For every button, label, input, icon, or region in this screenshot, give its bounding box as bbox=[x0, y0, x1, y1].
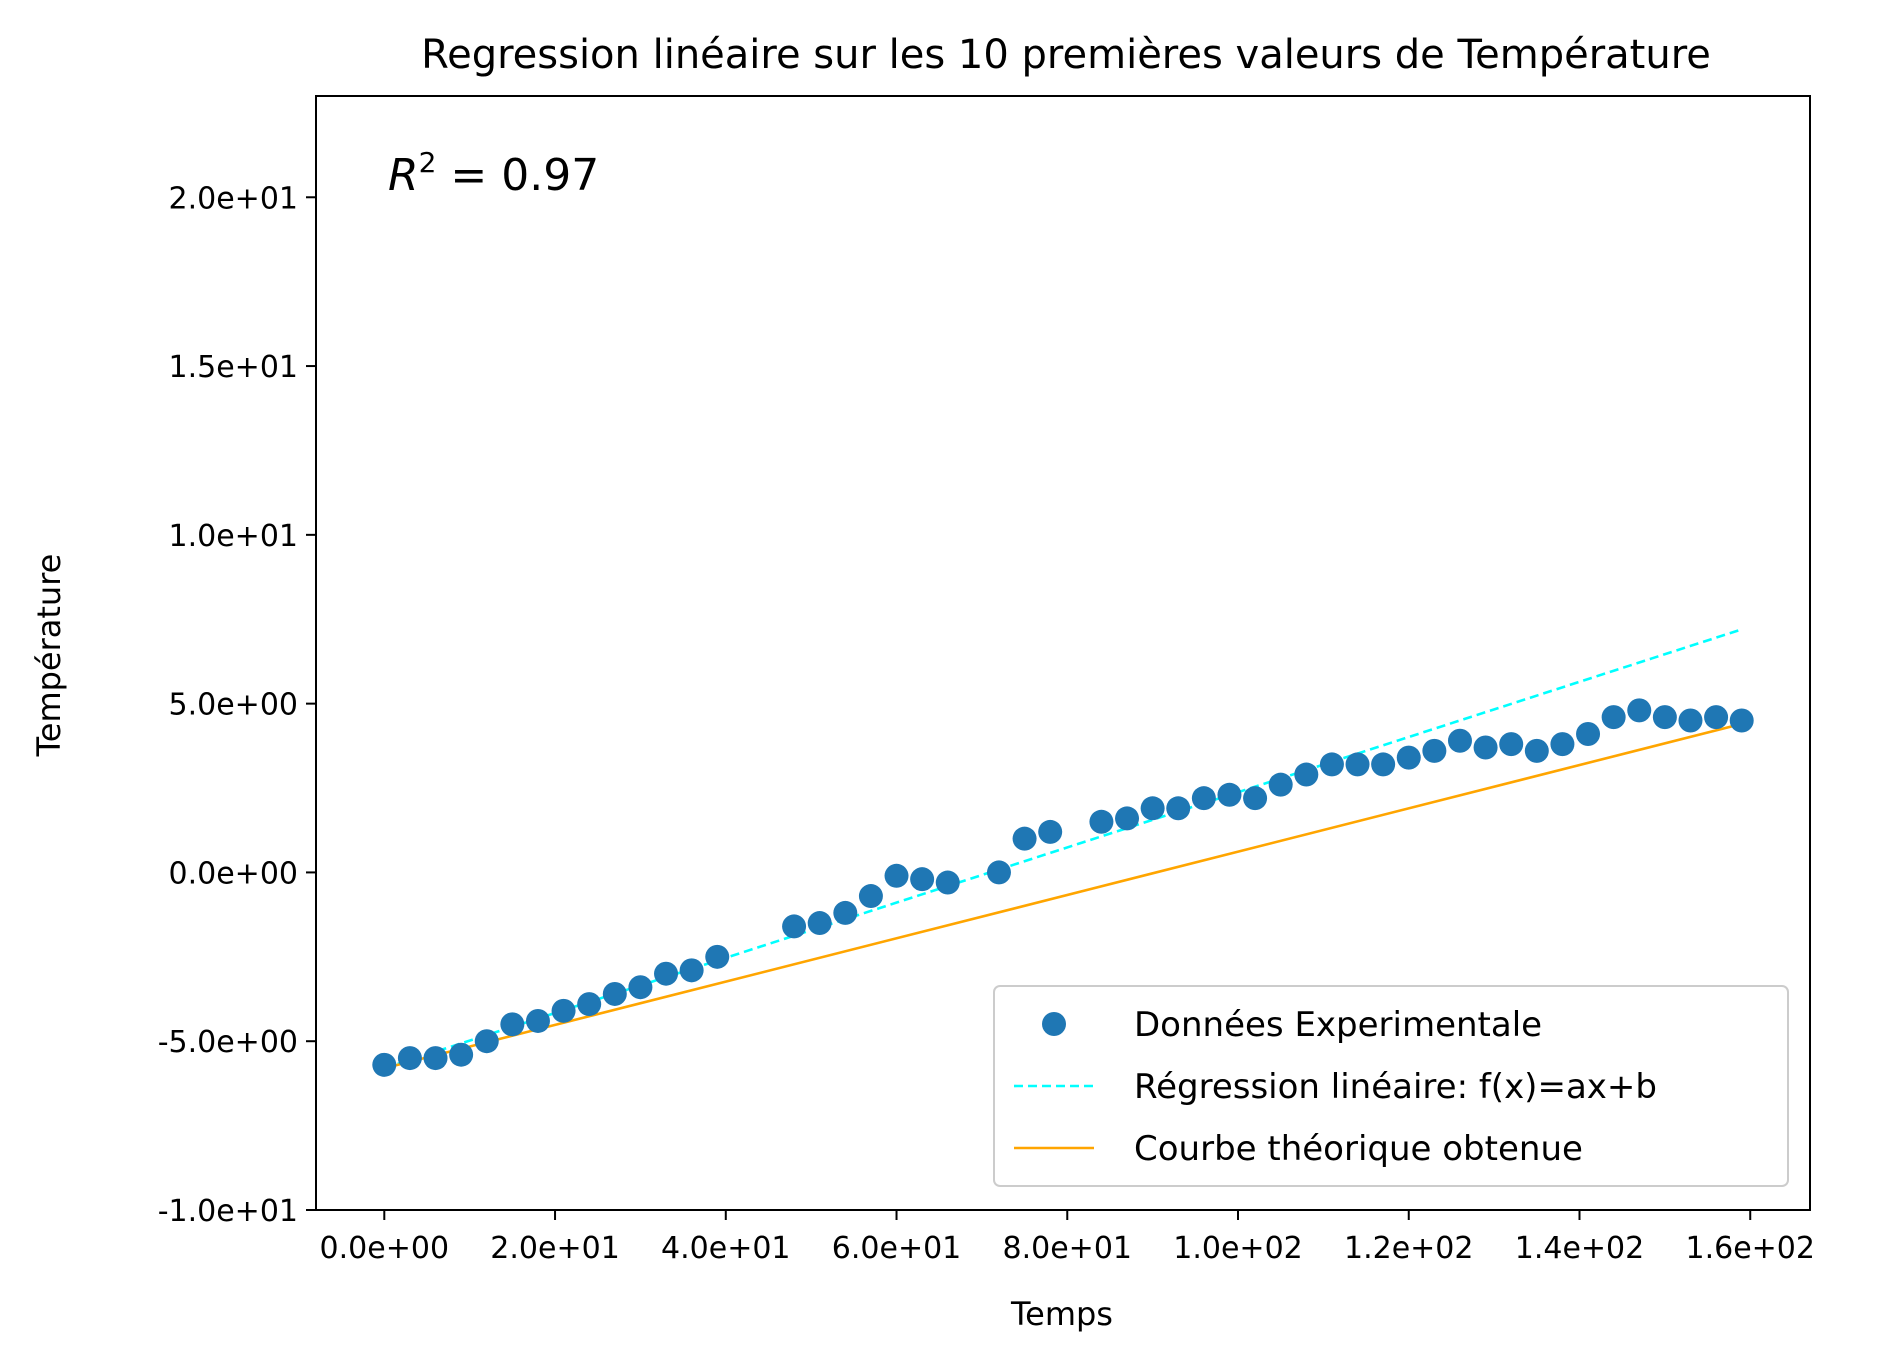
y-tick-label: -5.0e+00 bbox=[158, 1025, 298, 1060]
data-point bbox=[551, 998, 576, 1023]
data-point bbox=[525, 1008, 550, 1033]
legend-box bbox=[993, 985, 1789, 1187]
x-tick-label: 6.0e+01 bbox=[832, 1231, 961, 1266]
data-point bbox=[474, 1029, 499, 1054]
data-point bbox=[1627, 698, 1652, 723]
x-axis: 0.0e+00 2.0e+01 4.0e+01 6.0e+01 8.0e+01 1.0e+… bbox=[320, 1210, 1815, 1266]
x-tick-label: 1.2e+02 bbox=[1344, 1231, 1473, 1266]
data-point bbox=[654, 961, 679, 986]
chart-title: Regression linéaire sur les 10 premières… bbox=[421, 32, 1711, 78]
data-point bbox=[1115, 806, 1140, 831]
series-line-2 bbox=[383, 722, 1743, 1070]
legend-entry-label: Régression linéaire: f(x)=ax+b bbox=[1134, 1067, 1657, 1107]
data-point bbox=[1678, 708, 1703, 733]
data-point bbox=[782, 914, 807, 939]
data-point bbox=[1652, 705, 1677, 730]
data-point bbox=[577, 992, 602, 1017]
data-point bbox=[372, 1052, 397, 1077]
data-point bbox=[1601, 705, 1626, 730]
data-point bbox=[1294, 762, 1319, 787]
data-point bbox=[1166, 796, 1191, 821]
data-point bbox=[1576, 722, 1601, 747]
data-point bbox=[1319, 752, 1344, 777]
data-point bbox=[602, 981, 627, 1006]
y-tick-label: 1.0e+01 bbox=[169, 519, 298, 554]
r2-value: = 0.97 bbox=[436, 150, 599, 201]
data-point bbox=[1524, 738, 1549, 763]
x-tick-label: 0.0e+00 bbox=[320, 1231, 449, 1266]
data-point bbox=[1729, 708, 1754, 733]
data-point bbox=[679, 958, 704, 983]
data-point bbox=[833, 900, 858, 925]
x-tick-label: 2.0e+01 bbox=[490, 1231, 619, 1266]
data-point bbox=[397, 1046, 422, 1071]
data-point bbox=[1550, 732, 1575, 757]
legend-entry-label: Données Experimentale bbox=[1134, 1005, 1542, 1045]
data-point bbox=[1345, 752, 1370, 777]
data-point bbox=[986, 860, 1011, 885]
data-point bbox=[1217, 782, 1242, 807]
x-tick-label: 1.4e+02 bbox=[1515, 1231, 1644, 1266]
data-point bbox=[858, 884, 883, 909]
data-point bbox=[1012, 826, 1037, 851]
y-axis-label: Température bbox=[30, 554, 68, 758]
data-point bbox=[449, 1042, 474, 1067]
x-axis-label: Temps bbox=[1010, 1295, 1113, 1333]
data-point bbox=[1447, 728, 1472, 753]
data-point bbox=[807, 911, 832, 936]
data-point bbox=[1422, 738, 1447, 763]
data-point bbox=[500, 1012, 525, 1037]
r2-var: R bbox=[388, 150, 419, 201]
data-point bbox=[628, 975, 653, 1000]
y-tick-label: 2.0e+01 bbox=[169, 181, 298, 216]
data-point bbox=[1396, 745, 1421, 770]
y-tick-label: -1.0e+01 bbox=[158, 1194, 298, 1229]
data-point bbox=[1038, 819, 1063, 844]
data-point bbox=[1704, 705, 1729, 730]
data-point bbox=[1473, 735, 1498, 760]
data-point bbox=[884, 863, 909, 888]
x-tick-label: 1.0e+02 bbox=[1173, 1231, 1302, 1266]
data-point bbox=[935, 870, 960, 895]
data-point bbox=[1499, 732, 1524, 757]
data-point bbox=[1191, 786, 1216, 811]
y-axis: -1.0e+01 -5.0e+00 0.0e+00 5.0e+00 1.0e+01 1.5… bbox=[158, 181, 316, 1229]
data-point bbox=[1140, 796, 1165, 821]
data-point bbox=[910, 867, 935, 892]
x-tick-label: 4.0e+01 bbox=[661, 1231, 790, 1266]
y-tick-label: 1.5e+01 bbox=[169, 350, 298, 385]
legend-entry-label: Courbe théorique obtenue bbox=[1134, 1129, 1583, 1169]
r2-annotation: R2 = 0.97 bbox=[388, 146, 599, 201]
data-point bbox=[423, 1046, 448, 1071]
r2-superscript: 2 bbox=[419, 146, 437, 179]
x-tick-label: 1.6e+02 bbox=[1685, 1231, 1814, 1266]
y-tick-label: 5.0e+00 bbox=[169, 688, 298, 723]
data-point bbox=[1371, 752, 1396, 777]
data-point bbox=[1268, 772, 1293, 797]
legend-marker-0 bbox=[1042, 1012, 1066, 1036]
plot-frame bbox=[315, 95, 1811, 1211]
legend: Données Experimentale Régression linéaire… bbox=[993, 985, 1789, 1187]
data-point bbox=[1243, 786, 1268, 811]
data-point bbox=[705, 944, 730, 969]
data-point bbox=[1089, 809, 1114, 834]
plot-area bbox=[315, 95, 1811, 1211]
y-tick-label: 0.0e+00 bbox=[169, 856, 298, 891]
x-tick-label: 8.0e+01 bbox=[1003, 1231, 1132, 1266]
